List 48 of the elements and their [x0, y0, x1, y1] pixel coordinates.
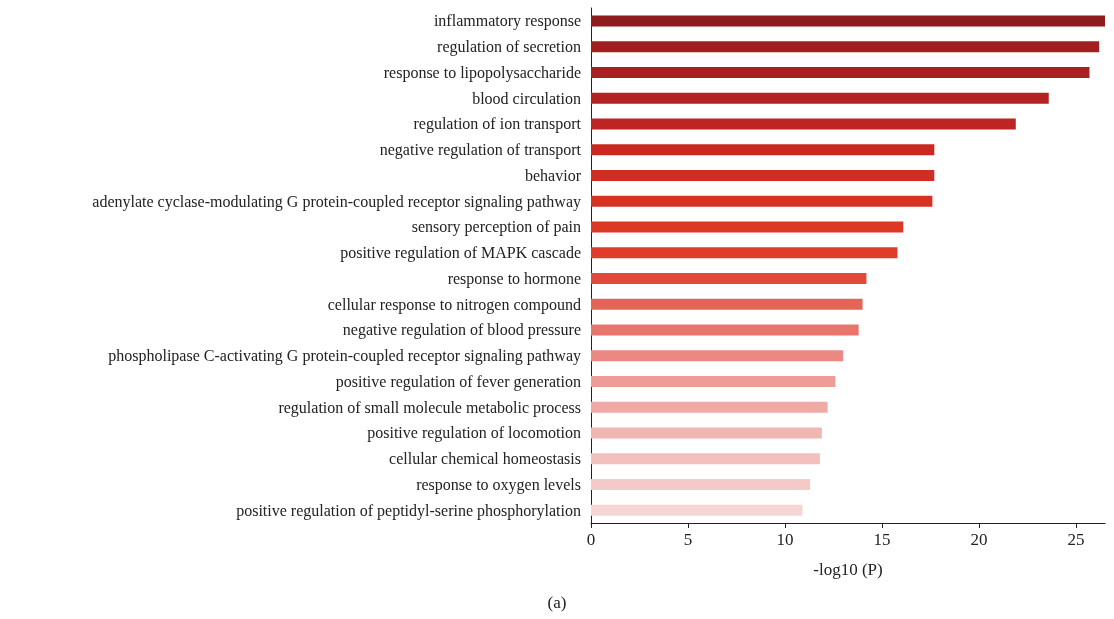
bar: [591, 272, 867, 284]
bar: [591, 478, 811, 490]
y-tick-label: sensory perception of pain: [411, 218, 581, 237]
bar: [591, 169, 935, 181]
y-tick-label: positive regulation of MAPK cascade: [340, 244, 581, 263]
y-tick-label: regulation of small molecule metabolic process: [278, 398, 581, 417]
bar: [591, 144, 935, 156]
bar: [591, 195, 933, 207]
y-tick-label: positive regulation of fever generation: [335, 372, 581, 391]
x-tick-label: 5: [683, 530, 693, 549]
x-tick-label: 10: [776, 530, 794, 549]
y-tick-label: response to oxygen levels: [416, 475, 581, 494]
bar: [591, 453, 820, 465]
bar: [591, 118, 1016, 130]
bar: [591, 247, 898, 259]
bar: [591, 427, 822, 439]
bar: [591, 66, 1090, 78]
x-tick-label: 20: [970, 530, 988, 549]
y-tick-label: positive regulation of peptidyl-serine phosphorylation: [236, 501, 581, 520]
y-tick-label: adenylate cyclase-modulating G protein-coupled receptor signaling pathway: [92, 192, 581, 211]
y-tick-label: regulation of secretion: [437, 38, 581, 57]
y-tick-label: response to hormone: [447, 269, 581, 288]
bar: [591, 41, 1100, 53]
y-tick-label: response to lipopolysaccharide: [383, 63, 581, 82]
y-tick-label: inflammatory response: [433, 12, 581, 31]
y-tick-label: cellular chemical homeostasis: [389, 450, 581, 468]
y-tick-label: negative regulation of transport: [379, 141, 582, 160]
bar: [591, 375, 836, 387]
x-tick-label: 15: [873, 530, 891, 549]
y-tick-label: regulation of ion transport: [413, 115, 582, 134]
y-tick-label: positive regulation of locomotion: [367, 424, 581, 443]
text: (a): [547, 593, 567, 612]
x-axis-title: -log10 (P): [813, 560, 883, 579]
bar: [591, 298, 863, 310]
y-tick-label: phospholipase C-activating G protein-coupled receptor signaling pathway: [108, 347, 581, 366]
y-tick-label: blood circulation: [472, 89, 581, 107]
y-tick-label: behavior: [525, 166, 582, 184]
bar: [591, 15, 1105, 27]
bar: [591, 221, 904, 233]
bar: [591, 504, 803, 516]
y-tick-label: cellular response to nitrogen compound: [327, 295, 581, 314]
bar: [591, 350, 844, 362]
bar: [591, 92, 1049, 104]
bar: [591, 324, 859, 336]
x-tick-label: 0: [586, 530, 596, 549]
y-tick-label: negative regulation of blood pressure: [342, 321, 581, 340]
x-tick-label: 25: [1067, 530, 1085, 549]
bar: [591, 401, 828, 413]
